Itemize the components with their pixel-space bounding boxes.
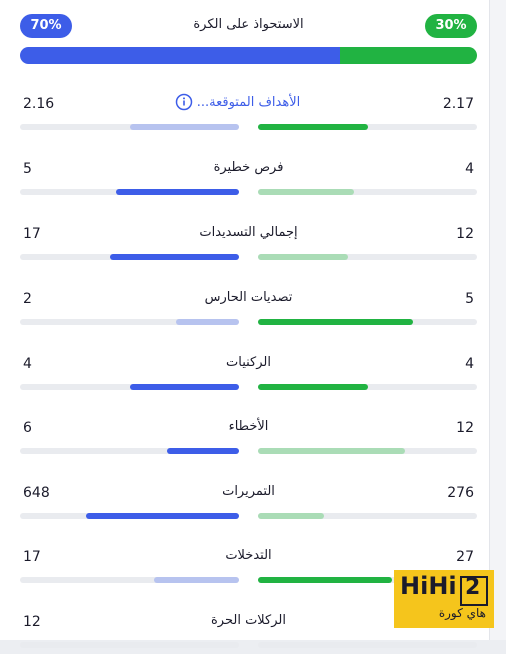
stat-left-bar-fill: [153, 577, 239, 583]
stat-left-bar: [20, 577, 239, 583]
stat-row: 648 التمريرات 276: [20, 484, 477, 525]
stat-left-bar-fill: [116, 189, 239, 195]
stat-row: 6 الأخطاء 12: [20, 419, 477, 460]
stat-left-bar: [20, 189, 239, 195]
stat-label[interactable]: الأهداف المتوقعة...: [196, 95, 301, 110]
stat-right-bar-fill: [258, 254, 348, 260]
stat-label: تصديات الحارس: [204, 290, 293, 305]
watermark-subtitle: هاي كورة: [438, 606, 486, 620]
stat-right-value: 12: [456, 420, 474, 436]
possession-bar-right: [339, 47, 477, 64]
stat-left-bar: [20, 384, 239, 390]
stat-left-bar: [20, 124, 239, 130]
stat-label: إجمالي التسديدات: [199, 225, 298, 240]
stat-left-value: 4: [23, 356, 32, 372]
stat-left-bar-fill: [166, 448, 239, 454]
stat-right-bar-fill: [258, 577, 392, 583]
stat-right-bar: [258, 319, 477, 325]
stat-row: 17 التدخلات 27: [20, 548, 477, 589]
stat-right-bar-fill: [258, 384, 368, 390]
stat-left-bar: [20, 319, 239, 325]
stat-left-value: 2: [23, 291, 32, 307]
stat-right-bar-fill: [258, 513, 324, 519]
stat-row: 2 تصديات الحارس 5: [20, 290, 477, 331]
match-stats-card: 70% الاستحواذ على الكرة 30% 2.16 الأهداف …: [0, 0, 490, 640]
stat-left-value: 17: [23, 549, 41, 565]
stat-left-value: 12: [23, 614, 41, 630]
stat-right-bar: [258, 124, 477, 130]
watermark-logo-text: HiHi: [400, 572, 457, 600]
possession-bar: [20, 47, 477, 64]
stat-label: التدخلات: [225, 548, 272, 563]
stat-label: الأخطاء: [228, 419, 269, 434]
stat-right-bar-fill: [258, 124, 368, 130]
stat-label: فرص خطيرة: [213, 160, 284, 175]
stat-left-bar-fill: [129, 124, 239, 130]
stat-right-bar: [258, 448, 477, 454]
stat-right-value: 276: [447, 485, 474, 501]
stat-left-value: 2.16: [23, 96, 55, 112]
stat-left-value: 17: [23, 226, 41, 242]
stat-right-value: 4: [465, 161, 474, 177]
stat-right-bar: [258, 577, 477, 583]
possession-header: 70% الاستحواذ على الكرة 30%: [20, 14, 477, 40]
stat-right-bar: [258, 642, 477, 648]
watermark-logo-box: 2: [460, 575, 488, 606]
stat-row: 17 إجمالي التسديدات 12: [20, 225, 477, 266]
stat-left-bar: [20, 254, 239, 260]
stat-right-bar: [258, 189, 477, 195]
stat-left-bar-fill: [85, 513, 239, 519]
possession-right-badge: 30%: [425, 14, 477, 38]
stat-left-bar-fill: [129, 384, 239, 390]
stat-label: التمريرات: [222, 484, 275, 499]
possession-left-badge: 70%: [20, 14, 72, 38]
stat-right-bar-fill: [258, 448, 405, 454]
watermark-logo-digit: 2: [465, 575, 481, 600]
stat-label: الركنيات: [226, 355, 271, 370]
info-icon[interactable]: [175, 93, 193, 111]
stat-row[interactable]: 2.16 الأهداف المتوقعة... 2.17: [20, 93, 477, 136]
stat-left-value: 648: [23, 485, 50, 501]
stat-row: 5 فرص خطيرة 4: [20, 160, 477, 201]
stat-right-value: 2.17: [442, 96, 474, 112]
stat-right-bar: [258, 384, 477, 390]
stat-left-bar-fill: [109, 254, 239, 260]
scrollbar[interactable]: [490, 0, 506, 640]
possession-bar-left: [20, 47, 340, 64]
stat-left-bar: [20, 642, 239, 648]
stat-left-bar: [20, 448, 239, 454]
possession-title: الاستحواذ على الكرة: [193, 17, 304, 32]
stat-right-bar: [258, 254, 477, 260]
stat-left-value: 5: [23, 161, 32, 177]
stat-right-value: 5: [465, 291, 474, 307]
watermark-logo: HiHi 2 هاي كورة: [394, 570, 494, 628]
stat-right-bar-fill: [258, 189, 355, 195]
stat-right-value: 27: [456, 549, 474, 565]
stat-right-value: 12: [456, 226, 474, 242]
stat-left-value: 6: [23, 420, 32, 436]
stat-left-bar-fill: [175, 319, 239, 325]
stat-left-bar: [20, 513, 239, 519]
stat-label: الركلات الحرة: [210, 613, 286, 628]
stat-row: 4 الركنيات 4: [20, 355, 477, 396]
stat-right-value: 4: [465, 356, 474, 372]
stat-right-bar: [258, 513, 477, 519]
stat-right-bar-fill: [258, 319, 414, 325]
